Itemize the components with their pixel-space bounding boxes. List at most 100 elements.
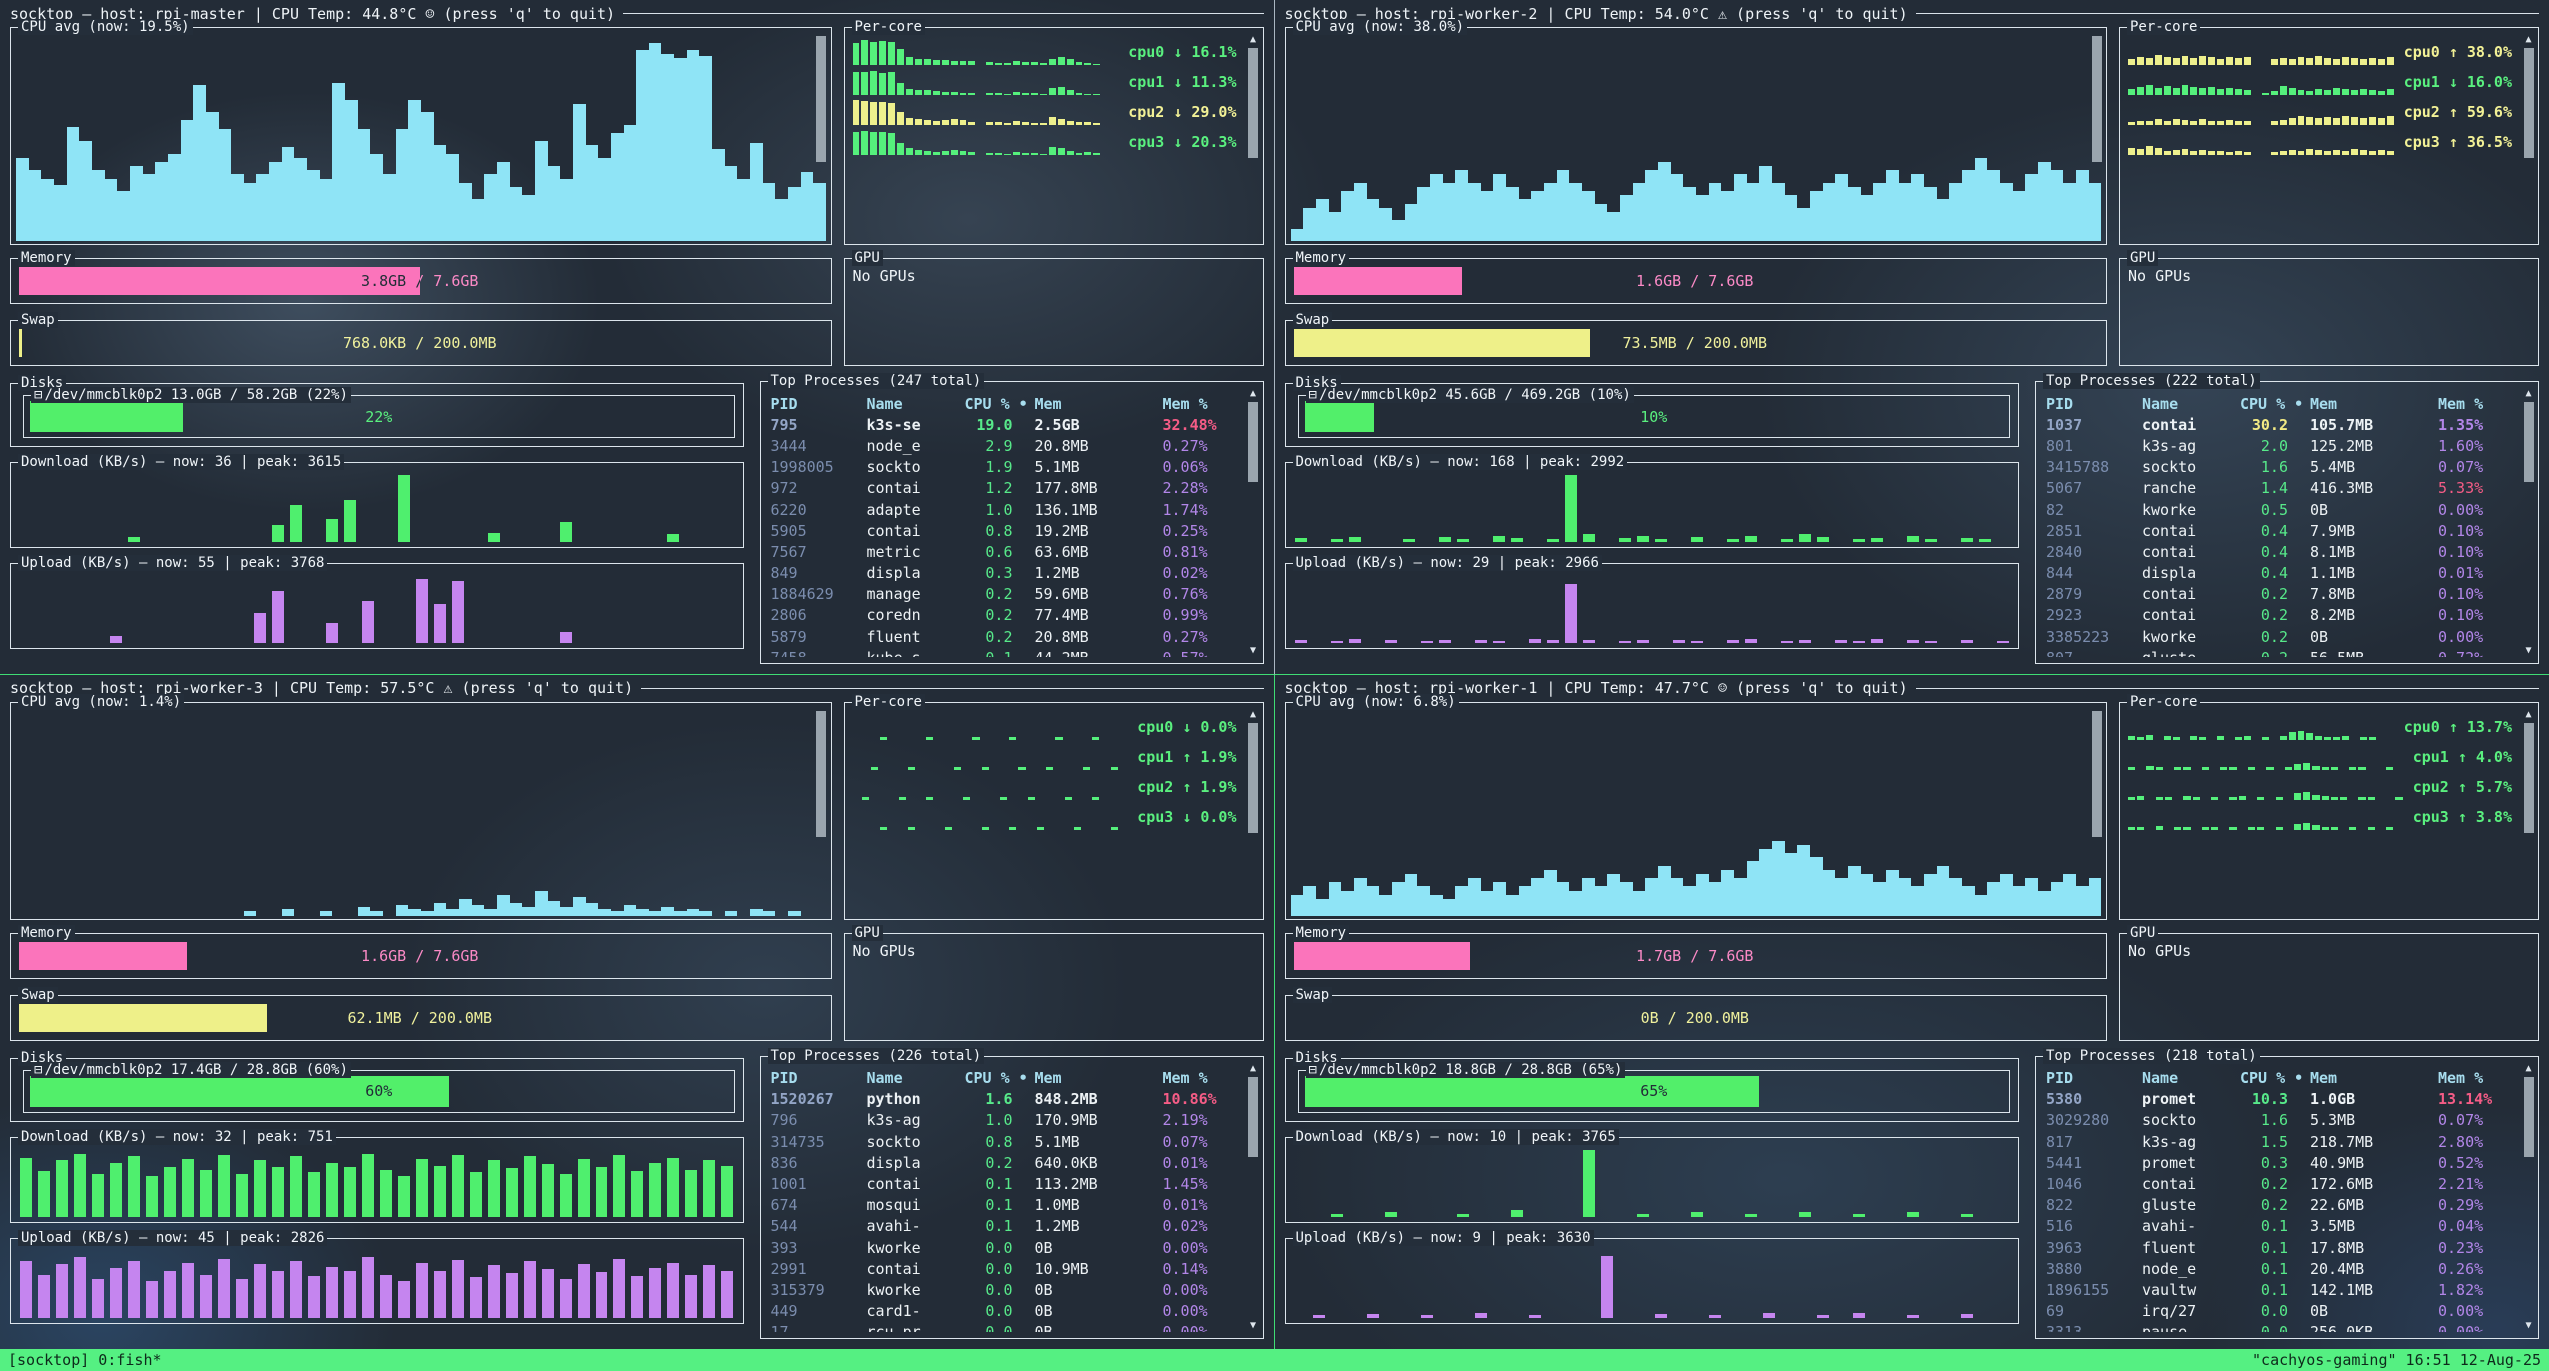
scrollbar-thumb[interactable] <box>2523 1076 2534 1157</box>
col-name[interactable]: Name <box>2142 1069 2179 1088</box>
scroll-up-icon[interactable]: ▲ <box>2525 34 2532 45</box>
process-row[interactable]: 972 contai 1.2 177.8MB 2.28% <box>771 478 1239 499</box>
process-row[interactable]: 822 gluste 0.2 22.6MB 0.29% <box>2046 1195 2514 1216</box>
scroll-up-icon[interactable]: ▲ <box>2525 1062 2532 1074</box>
process-table-header[interactable]: PID Name CPU % • Mem Mem % <box>771 393 1239 414</box>
scroll-down-icon[interactable]: ▼ <box>1249 645 1257 656</box>
process-row[interactable]: 315379 kworke 0.0 0B 0.00% <box>771 1279 1239 1300</box>
col-mem-pct[interactable]: Mem % <box>2438 394 2484 413</box>
process-row[interactable]: 2923 contai 0.2 8.2MB 0.10% <box>2046 605 2514 626</box>
scrollbar-thumb[interactable] <box>816 710 826 837</box>
scroll-up-icon[interactable]: ▲ <box>1249 1062 1257 1074</box>
process-row[interactable]: 5905 contai 0.8 19.2MB 0.25% <box>771 520 1239 541</box>
process-table-header[interactable]: PID Name CPU % • Mem Mem % <box>2046 1068 2514 1089</box>
cpu-scrollbar[interactable] <box>2090 34 2103 238</box>
process-row[interactable]: 3880 node_e 0.1 20.4MB 0.26% <box>2046 1258 2514 1279</box>
process-row[interactable]: 801 k3s-ag 2.0 125.2MB 1.60% <box>2046 435 2514 456</box>
col-name[interactable]: Name <box>866 1069 903 1088</box>
scrollbar-thumb[interactable] <box>1248 402 1258 482</box>
scrollbar-thumb[interactable] <box>2523 722 2534 833</box>
process-row[interactable]: 544 avahi- 0.1 1.2MB 0.02% <box>771 1216 1239 1237</box>
process-row[interactable]: 1520267 python 1.6 848.2MB 10.86% <box>771 1089 1239 1110</box>
col-pid[interactable]: PID <box>770 1069 798 1088</box>
process-row[interactable]: 849 displa 0.3 1.2MB 0.02% <box>771 563 1239 584</box>
col-pid[interactable]: PID <box>770 394 798 413</box>
col-mem-pct[interactable]: Mem % <box>1162 1069 1208 1088</box>
process-row[interactable]: 2851 contai 0.4 7.9MB 0.10% <box>2046 520 2514 541</box>
cpu-scrollbar[interactable] <box>815 709 828 913</box>
scrollbar-thumb[interactable] <box>2523 48 2534 159</box>
scroll-up-icon[interactable]: ▲ <box>2525 708 2532 720</box>
scroll-down-icon[interactable]: ▼ <box>2525 1319 2532 1331</box>
process-scrollbar[interactable]: ▲ ▼ <box>1247 1063 1260 1332</box>
process-row[interactable]: 5879 fluent 0.2 20.8MB 0.27% <box>771 626 1239 647</box>
process-row[interactable]: 3385223 kworke 0.2 0B 0.00% <box>2046 626 2514 647</box>
scrollbar-thumb[interactable] <box>2523 402 2534 482</box>
process-scrollbar[interactable]: ▲ ▼ <box>2522 1063 2535 1332</box>
scroll-up-icon[interactable]: ▲ <box>1249 708 1257 720</box>
process-row[interactable]: 844 displa 0.4 1.1MB 0.01% <box>2046 563 2514 584</box>
cpu-scrollbar[interactable] <box>815 34 828 238</box>
col-mem[interactable]: Mem <box>1034 1069 1062 1088</box>
process-row[interactable]: 1037 contai 30.2 105.7MB 1.35% <box>2046 414 2514 435</box>
process-table-header[interactable]: PID Name CPU % • Mem Mem % <box>2046 393 2514 414</box>
col-mem[interactable]: Mem <box>2310 394 2338 413</box>
scrollbar-thumb[interactable] <box>1248 1076 1258 1157</box>
col-cpu[interactable]: CPU % • <box>2240 394 2304 413</box>
per-core-scrollbar[interactable]: ▲ <box>2522 709 2535 913</box>
process-row[interactable]: 2879 contai 0.2 7.8MB 0.10% <box>2046 584 2514 605</box>
process-row[interactable]: 3029280 sockto 1.6 5.3MB 0.07% <box>2046 1110 2514 1131</box>
process-row[interactable]: 6220 adapte 1.0 136.1MB 1.74% <box>771 499 1239 520</box>
col-cpu[interactable]: CPU % • <box>2240 1069 2304 1088</box>
process-row[interactable]: 796 k3s-ag 1.0 170.9MB 2.19% <box>771 1110 1239 1131</box>
process-row[interactable]: 2991 contai 0.0 10.9MB 0.14% <box>771 1258 1239 1279</box>
process-row[interactable]: 7567 metric 0.6 63.6MB 0.81% <box>771 541 1239 562</box>
scrollbar-thumb[interactable] <box>816 36 826 163</box>
scroll-down-icon[interactable]: ▼ <box>2525 645 2532 656</box>
process-row[interactable]: 5441 promet 0.3 40.9MB 0.52% <box>2046 1152 2514 1173</box>
process-table-header[interactable]: PID Name CPU % • Mem Mem % <box>771 1068 1239 1089</box>
process-row[interactable]: 1998005 sockto 1.9 5.1MB 0.06% <box>771 457 1239 478</box>
process-row[interactable]: 69 irq/27 0.0 0B 0.00% <box>2046 1301 2514 1322</box>
process-scrollbar[interactable]: ▲ ▼ <box>1247 388 1260 657</box>
tmux-session-window[interactable]: [socktop] 0:fish* <box>8 1351 162 1369</box>
per-core-scrollbar[interactable]: ▲ <box>1247 709 1260 913</box>
process-row[interactable]: 1884629 manage 0.2 59.6MB 0.76% <box>771 584 1239 605</box>
col-pid[interactable]: PID <box>2046 394 2074 413</box>
process-row[interactable]: 82 kworke 0.5 0B 0.00% <box>2046 499 2514 520</box>
process-row[interactable]: 795 k3s-se 19.0 2.5GB 32.48% <box>771 414 1239 435</box>
process-row[interactable]: 5380 promet 10.3 1.0GB 13.14% <box>2046 1089 2514 1110</box>
process-row[interactable]: 2806 coredn 0.2 77.4MB 0.99% <box>771 605 1239 626</box>
process-scrollbar[interactable]: ▲ ▼ <box>2522 388 2535 657</box>
process-row[interactable]: 836 displa 0.2 640.0KB 0.01% <box>771 1152 1239 1173</box>
process-row[interactable]: 449 card1- 0.0 0B 0.00% <box>771 1301 1239 1322</box>
scrollbar-thumb[interactable] <box>1248 722 1258 833</box>
scroll-up-icon[interactable]: ▲ <box>1249 34 1257 45</box>
scroll-up-icon[interactable]: ▲ <box>2525 388 2532 399</box>
col-cpu[interactable]: CPU % • <box>964 1069 1028 1088</box>
col-mem[interactable]: Mem <box>2310 1069 2338 1088</box>
process-row[interactable]: 3415788 sockto 1.6 5.4MB 0.07% <box>2046 457 2514 478</box>
process-row[interactable]: 1001 contai 0.1 113.2MB 1.45% <box>771 1173 1239 1194</box>
scroll-down-icon[interactable]: ▼ <box>1249 1319 1257 1331</box>
process-row[interactable]: 674 mosqui 0.1 1.0MB 0.01% <box>771 1195 1239 1216</box>
scrollbar-thumb[interactable] <box>1248 48 1258 159</box>
process-row[interactable]: 1046 contai 0.2 172.6MB 2.21% <box>2046 1173 2514 1194</box>
process-row[interactable]: 3444 node_e 2.9 20.8MB 0.27% <box>771 435 1239 456</box>
process-row[interactable]: 314735 sockto 0.8 5.1MB 0.07% <box>771 1131 1239 1152</box>
process-row[interactable]: 817 k3s-ag 1.5 218.7MB 2.80% <box>2046 1131 2514 1152</box>
col-name[interactable]: Name <box>866 394 903 413</box>
cpu-scrollbar[interactable] <box>2090 709 2103 913</box>
process-row[interactable]: 5067 ranche 1.4 416.3MB 5.33% <box>2046 478 2514 499</box>
scrollbar-thumb[interactable] <box>2091 710 2102 837</box>
col-pid[interactable]: PID <box>2046 1069 2074 1088</box>
process-row[interactable]: 516 avahi- 0.1 3.5MB 0.04% <box>2046 1216 2514 1237</box>
per-core-scrollbar[interactable]: ▲ <box>1247 34 1260 238</box>
col-mem[interactable]: Mem <box>1034 394 1062 413</box>
process-row[interactable]: 393 kworke 0.0 0B 0.00% <box>771 1237 1239 1258</box>
col-mem-pct[interactable]: Mem % <box>2438 1069 2484 1088</box>
